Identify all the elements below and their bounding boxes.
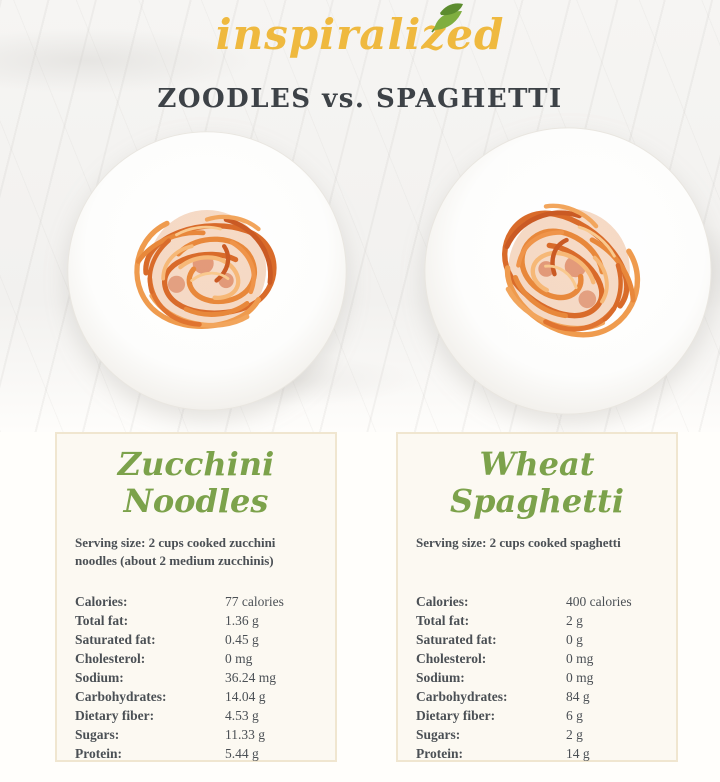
table-row: Cholesterol: 0 mg (75, 649, 317, 668)
serving-line: noodles (about 2 medium zucchinis) (75, 552, 274, 568)
nutrient-label: Saturated fat: (416, 631, 497, 647)
nutrient-label: Sugars: (416, 726, 461, 742)
nutrient-value: 0 mg (566, 650, 594, 666)
table-row: Total fat: 2 g (416, 611, 658, 630)
nutrient-value: 1.36 g (225, 612, 259, 628)
nutrition-table: Calories: 77 calories Total fat: 1.36 g Sa… (75, 592, 317, 763)
table-row: Protein: 14 g (416, 744, 658, 763)
serving-size: Serving size: 2 cups cooked zucchini noo… (75, 534, 317, 582)
nutrient-label: Carbohydrates: (75, 688, 167, 704)
table-row: Dietary fiber: 4.53 g (75, 706, 317, 725)
nutrient-value: 2 g (566, 726, 583, 742)
wheat-spaghetti-card: Wheat Spaghetti Serving size: 2 cups coo… (396, 432, 678, 762)
nutrient-value: 0 mg (566, 669, 594, 685)
nutrient-value: 0 g (566, 631, 583, 647)
nutrient-value: 36.24 mg (225, 669, 277, 685)
table-row: Sodium: 0 mg (416, 668, 658, 687)
nutrient-label: Protein: (416, 745, 463, 761)
card-title: Wheat Spaghetti (450, 445, 624, 520)
nutrient-value: 11.33 g (225, 726, 265, 742)
nutrient-value: 14 g (566, 745, 590, 761)
nutrient-value: 2 g (566, 612, 583, 628)
table-row: Calories: 77 calories (75, 592, 317, 611)
nutrient-label: Dietary fiber: (75, 707, 155, 723)
nutrient-label: Total fat: (416, 612, 470, 628)
table-row: Carbohydrates: 84 g (416, 687, 658, 706)
nutrition-table: Calories: 400 calories Total fat: 2 g Satu… (416, 592, 658, 763)
nutrient-label: Carbohydrates: (416, 688, 508, 704)
table-row: Sugars: 2 g (416, 725, 658, 744)
table-row: Total fat: 1.36 g (75, 611, 317, 630)
nutrient-label: Cholesterol: (75, 650, 146, 666)
nutrient-value: 5.44 g (225, 745, 259, 761)
serving-size: Serving size: 2 cups cooked spaghetti (416, 534, 658, 582)
nutrient-value: 4.53 g (225, 707, 259, 723)
nutrient-value: 84 g (566, 688, 590, 704)
nutrient-label: Calories: (75, 593, 128, 609)
nutrient-label: Protein: (75, 745, 122, 761)
table-row: Carbohydrates: 14.04 g (75, 687, 317, 706)
zoodles-bowl-photo (64, 128, 350, 414)
header: inspiralized (0, 3, 720, 58)
zucchini-noodles-card: Zucchini Noodles Serving size: 2 cups co… (55, 432, 337, 762)
nutrient-label: Sodium: (416, 669, 465, 685)
serving-line: Serving size: 2 cups cooked zucchini (75, 534, 276, 550)
nutrient-label: Saturated fat: (75, 631, 156, 647)
nutrient-value: 0 mg (225, 650, 253, 666)
nutrient-value: 14.04 g (225, 688, 266, 704)
logo: inspiralized (216, 3, 505, 58)
nutrient-value: 0.45 g (225, 631, 259, 647)
table-row: Calories: 400 calories (416, 592, 658, 611)
serving-line: Serving size: 2 cups cooked spaghetti (416, 534, 621, 550)
nutrient-value: 77 calories (225, 593, 284, 609)
card-title: Zucchini Noodles (117, 445, 275, 520)
table-row: Protein: 5.44 g (75, 744, 317, 763)
leaf-icon (431, 3, 464, 33)
page-title: ZOODLES vs. SPAGHETTI (157, 84, 563, 114)
table-row: Sodium: 36.24 mg (75, 668, 317, 687)
nutrient-label: Total fat: (75, 612, 129, 628)
spaghetti-bowl-photo (421, 124, 715, 418)
nutrient-label: Calories: (416, 593, 469, 609)
nutrient-label: Sodium: (75, 669, 124, 685)
nutrient-value: 400 calories (566, 593, 632, 609)
table-row: Sugars: 11.33 g (75, 725, 317, 744)
nutrient-label: Dietary fiber: (416, 707, 496, 723)
table-row: Saturated fat: 0.45 g (75, 630, 317, 649)
nutrient-label: Cholesterol: (416, 650, 487, 666)
table-row: Dietary fiber: 6 g (416, 706, 658, 725)
table-row: Saturated fat: 0 g (416, 630, 658, 649)
nutrient-value: 6 g (566, 707, 583, 723)
nutrient-label: Sugars: (75, 726, 120, 742)
table-row: Cholesterol: 0 mg (416, 649, 658, 668)
